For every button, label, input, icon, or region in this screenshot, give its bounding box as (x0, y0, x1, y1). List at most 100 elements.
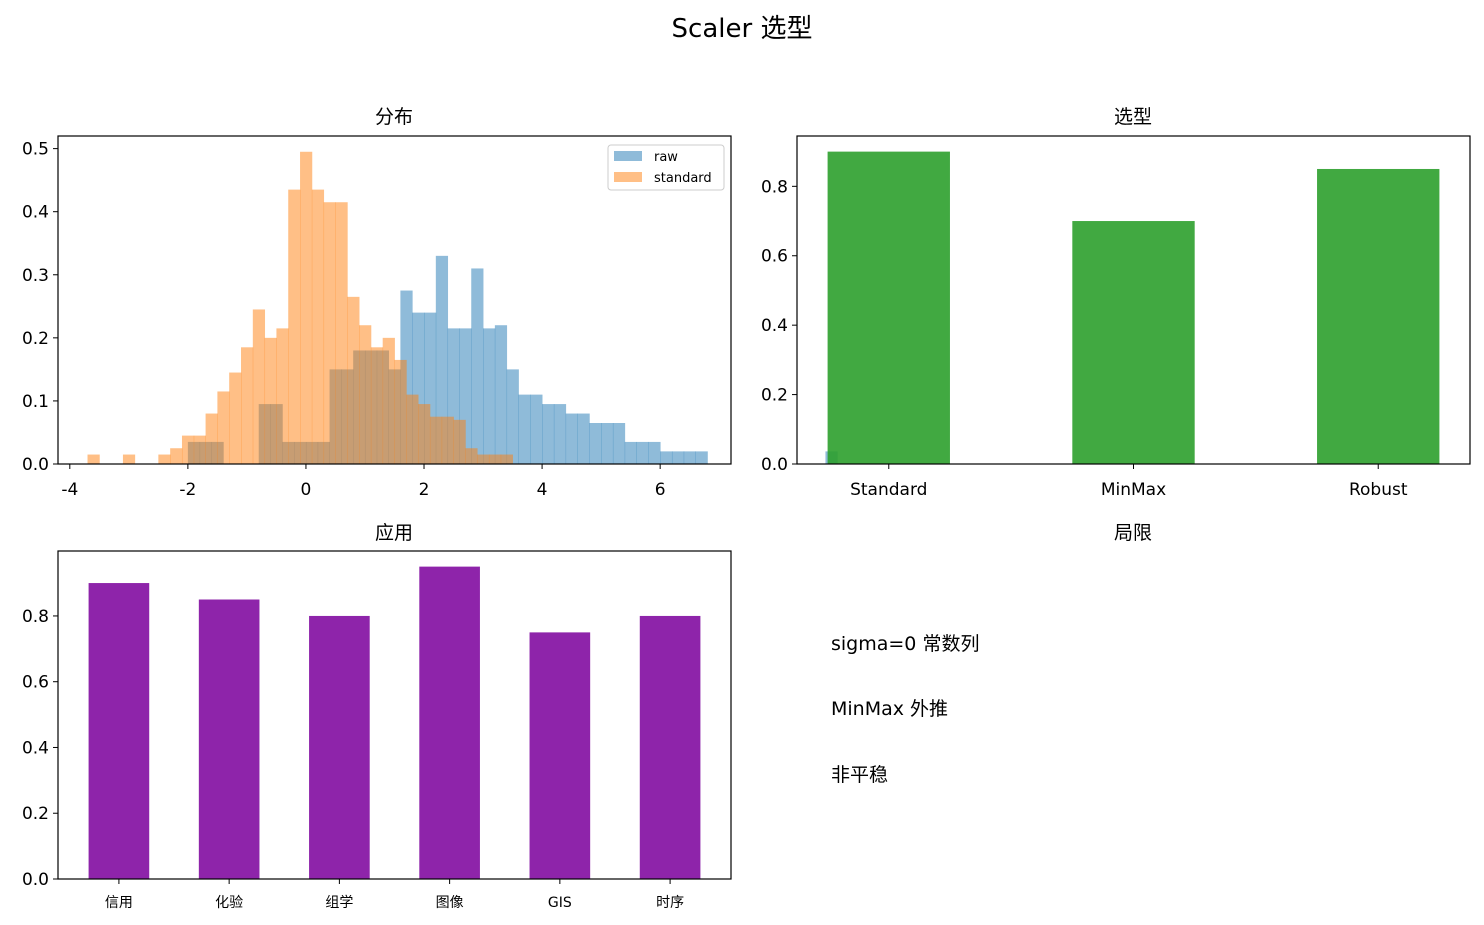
application-xtick-label: 化验 (215, 895, 243, 911)
application-bar (639, 615, 701, 879)
distribution-xtick-label: 0 (301, 480, 312, 500)
histogram-bar-raw (636, 441, 649, 464)
histogram-bar-raw (612, 423, 626, 464)
histogram-bar-standard (465, 448, 478, 464)
selection-ytick-label: 0.8 (761, 177, 788, 197)
figure-title: Scaler 选型 (672, 14, 813, 44)
histogram-bar-standard (370, 347, 384, 464)
histogram-bar-standard (418, 404, 431, 464)
application-ytick-label: 0.6 (22, 673, 49, 693)
histogram-bar-raw (530, 394, 543, 464)
limitation-line: sigma=0 常数列 (831, 633, 979, 655)
distribution-xtick-label: 6 (655, 480, 666, 500)
distribution-xtick-label: 2 (419, 480, 430, 500)
histogram-bar-raw (589, 423, 602, 464)
distribution-ytick-label: 0.5 (22, 140, 49, 160)
histogram-bar-raw (683, 451, 696, 464)
legend-raw-label: raw (654, 150, 678, 165)
application-plot-area: 0.0 0.2 0.4 0.6 0.8 信用 化验 组学 图像 GIS 时序 (22, 550, 732, 911)
application-bar (419, 566, 480, 879)
distribution-ytick-label: 0.0 (22, 455, 49, 475)
selection-ytick-label: 0.4 (761, 316, 788, 336)
histogram-bar-raw (471, 268, 484, 464)
selection-bar (1317, 168, 1440, 464)
limitation-line: MinMax 外推 (831, 698, 948, 720)
histogram-bar-standard (87, 454, 100, 464)
application-ytick-label: 0.0 (22, 870, 49, 890)
histogram-bar-standard (300, 151, 313, 464)
limitations-panel: 局限 sigma=0 常数列 MinMax 外推 非平稳 (831, 522, 1152, 786)
histogram-bar-standard (122, 454, 136, 464)
histogram-bar-standard (359, 325, 372, 464)
histogram-bar-raw (695, 451, 708, 464)
histogram-bar-standard (205, 413, 218, 464)
histogram-bar-standard (335, 202, 348, 464)
distribution-ytick-label: 0.4 (22, 203, 49, 223)
selection-ytick-label: 0.0 (761, 455, 788, 475)
histogram-bar-standard (181, 435, 195, 464)
histogram-bar-standard (477, 454, 490, 464)
histogram-bar-standard (429, 416, 443, 464)
histogram-bar-raw (660, 451, 673, 464)
histogram-bar-standard (193, 435, 206, 464)
application-title: 应用 (375, 522, 413, 544)
distribution-xtick-label: -2 (179, 480, 196, 500)
histogram-bar-standard (453, 419, 466, 464)
legend-standard-swatch (614, 172, 642, 182)
histogram-bar-raw (518, 394, 531, 464)
histogram-bar-standard (394, 359, 407, 464)
application-xtick-label: 图像 (436, 895, 464, 911)
histogram-bar-standard (311, 189, 325, 464)
application-xtick-label: 信用 (105, 895, 133, 911)
selection-bar (1072, 221, 1195, 464)
application-xtick-label: GIS (548, 895, 572, 911)
histogram-bar-standard (170, 448, 183, 464)
histogram-bar-standard (217, 391, 230, 464)
distribution-xtick-label: -4 (61, 480, 78, 500)
histogram-bar-raw (565, 413, 578, 464)
histogram-bar-raw (553, 404, 567, 464)
histogram-bar-raw (648, 441, 661, 464)
application-xtick-label: 时序 (656, 895, 684, 911)
histogram-bar-raw (601, 423, 614, 464)
selection-ytick-label: 0.2 (761, 386, 788, 406)
selection-plot-area: 0.0 0.2 0.4 0.6 0.8 Standard MinMax Robust (761, 135, 1471, 500)
histogram-bar-raw (671, 451, 685, 464)
legend-standard-label: standard (654, 171, 712, 186)
histogram-bar-raw (506, 369, 519, 464)
application-panel: 应用 0.0 0.2 0.4 0.6 0.8 信用 化验 组学 图像 GIS 时序 (22, 522, 732, 911)
selection-title: 选型 (1114, 106, 1152, 128)
histogram-bar-standard (229, 372, 242, 464)
histogram-bar-standard (264, 337, 277, 464)
distribution-xtick-label: 4 (537, 480, 548, 500)
histogram-bar-raw (494, 325, 508, 464)
histogram-bar-standard (323, 202, 336, 464)
distribution-ytick-label: 0.2 (22, 329, 49, 349)
application-bar (198, 599, 260, 879)
histogram-bar-standard (406, 394, 419, 464)
application-bar (88, 583, 150, 879)
histogram-bar-standard (488, 454, 502, 464)
selection-xtick-label: Standard (850, 480, 927, 500)
application-bar (529, 632, 591, 879)
histogram-bar-standard (158, 454, 171, 464)
distribution-title: 分布 (375, 106, 413, 128)
histogram-bar-standard (276, 328, 289, 464)
histogram-bar-standard (347, 296, 360, 464)
histogram-bar-raw (435, 255, 449, 464)
limitation-line: 非平稳 (831, 764, 888, 786)
selection-xtick-label: MinMax (1101, 480, 1166, 500)
distribution-panel: 分布 0.0 0.1 0.2 0.3 0.4 0.5 -4 -2 0 2 4 6 raw standa… (22, 106, 838, 500)
application-ytick-label: 0.8 (22, 607, 49, 627)
distribution-frame (57, 135, 732, 465)
selection-ytick-label: 0.6 (761, 247, 788, 267)
histogram-bar-standard (241, 347, 254, 464)
distribution-plot-area: 0.0 0.1 0.2 0.3 0.4 0.5 -4 -2 0 2 4 6 (22, 135, 838, 500)
application-ytick-label: 0.2 (22, 804, 49, 824)
application-bar (309, 615, 370, 879)
application-frame (57, 550, 732, 880)
histogram-bar-standard (252, 309, 266, 464)
selection-xtick-label: Robust (1349, 480, 1408, 500)
histogram-bar-raw (624, 441, 637, 464)
